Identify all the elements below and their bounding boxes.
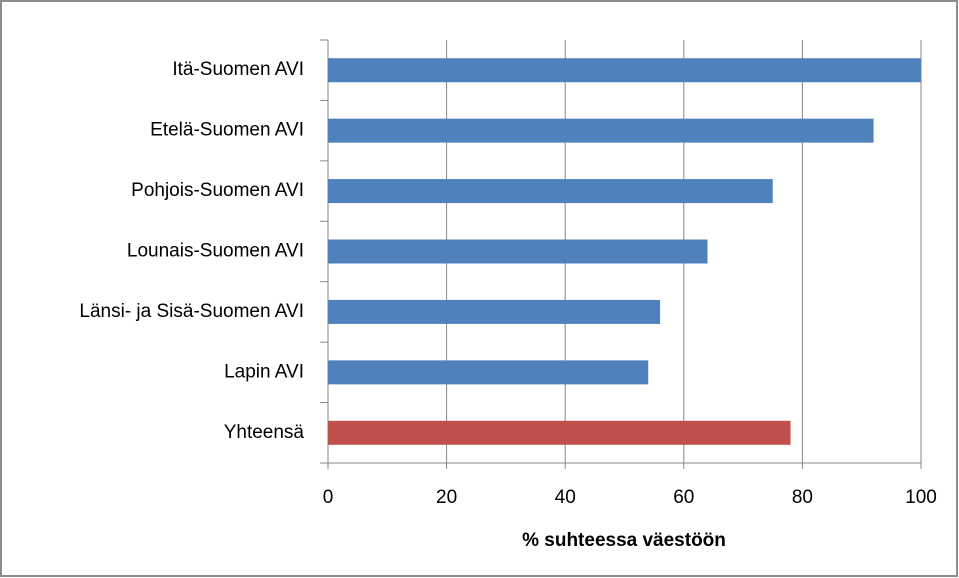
bar bbox=[328, 420, 791, 445]
y-tick-label: Pohjois-Suomen AVI bbox=[131, 180, 304, 201]
bar bbox=[328, 179, 773, 204]
bar bbox=[328, 299, 661, 324]
y-tick-label: Itä-Suomen AVI bbox=[172, 59, 304, 80]
x-tick-label: 60 bbox=[673, 487, 694, 508]
x-tick-label: 20 bbox=[436, 487, 457, 508]
y-tick-label: Lapin AVI bbox=[224, 361, 304, 382]
y-tick-label: Länsi- ja Sisä-Suomen AVI bbox=[79, 301, 304, 322]
bar bbox=[328, 360, 649, 385]
y-tick-label: Yhteensä bbox=[224, 422, 305, 443]
x-tick-label: 0 bbox=[323, 487, 334, 508]
y-tick-label: Etelä-Suomen AVI bbox=[150, 120, 304, 141]
x-axis-label: % suhteessa väestöön bbox=[522, 530, 726, 551]
bar bbox=[328, 118, 874, 143]
x-tick-label: 100 bbox=[905, 487, 937, 508]
y-tick-label: Lounais-Suomen AVI bbox=[127, 241, 304, 262]
x-tick-label: 40 bbox=[555, 487, 576, 508]
bar bbox=[328, 239, 708, 264]
x-tick-label: 80 bbox=[792, 487, 813, 508]
bar bbox=[328, 58, 921, 83]
